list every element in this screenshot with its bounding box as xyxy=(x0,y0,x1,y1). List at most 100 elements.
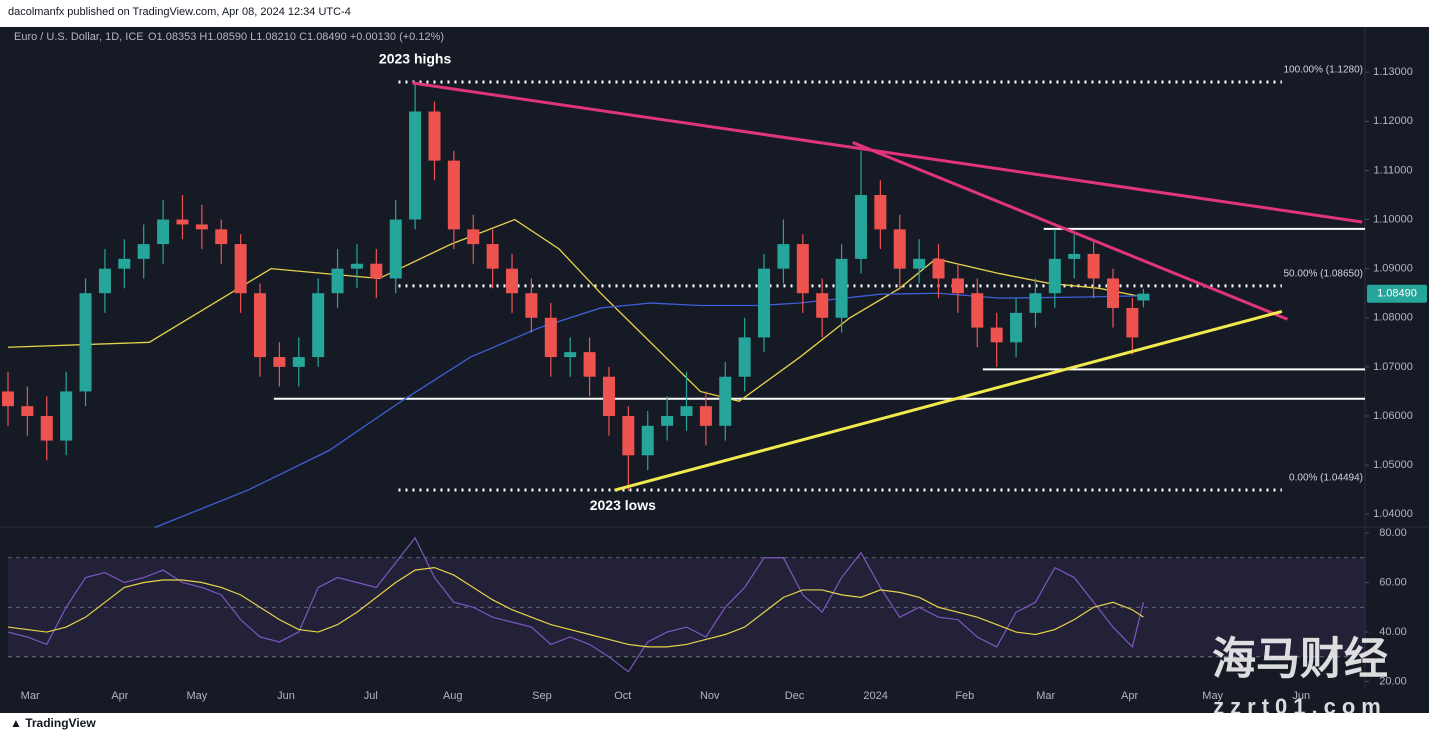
level-label: 0.00% (1.04494) xyxy=(1289,473,1363,484)
candle-body xyxy=(854,194,867,259)
candle-body xyxy=(195,224,208,230)
moving-average xyxy=(154,292,1150,529)
candle-body xyxy=(118,258,131,269)
y-tick-label: 40.00 xyxy=(1379,626,1407,638)
candle-body xyxy=(1048,258,1061,294)
candle-body xyxy=(215,229,228,245)
trendline xyxy=(412,81,1363,224)
candle-body xyxy=(486,244,499,269)
candle-body xyxy=(331,268,344,294)
candle-body xyxy=(79,293,92,392)
y-tick-label: 1.11000 xyxy=(1374,164,1413,176)
candle-body xyxy=(602,376,615,417)
y-tick-label: 1.10000 xyxy=(1373,213,1413,225)
candle-body xyxy=(680,406,693,417)
x-tick-label: Nov xyxy=(700,690,720,702)
x-tick-label: Mar xyxy=(21,690,40,702)
candle-body xyxy=(292,357,305,367)
y-tick-label: 80.00 xyxy=(1379,527,1407,539)
candle-body xyxy=(719,376,732,426)
level-label: 100.00% (1.1280) xyxy=(1283,65,1363,76)
y-tick-label: 1.06000 xyxy=(1373,410,1413,422)
annotation: 2023 highs xyxy=(379,51,452,67)
candle-body xyxy=(583,352,596,377)
x-tick-label: 2024 xyxy=(863,690,887,702)
x-tick-label: Jun xyxy=(277,690,295,702)
candle-body xyxy=(913,258,926,269)
candle-body xyxy=(641,425,654,456)
candle-body xyxy=(1087,253,1100,279)
x-tick-label: Feb xyxy=(955,690,974,702)
y-tick-label: 1.07000 xyxy=(1373,361,1413,373)
candle-body xyxy=(60,391,73,441)
candle-body xyxy=(544,317,557,358)
candle-body xyxy=(971,293,984,328)
candle-body xyxy=(874,194,887,230)
candle-body xyxy=(428,111,441,161)
candle-body xyxy=(699,406,712,426)
brand-text: TradingView xyxy=(25,716,96,730)
chart: Euro / U.S. Dollar, 1D, ICE O1.08353 H1.… xyxy=(0,27,1429,713)
candle-body xyxy=(40,416,53,441)
rsi-line xyxy=(7,536,1145,673)
last-price-label: 1.08490 xyxy=(1377,288,1417,300)
x-tick-label: Oct xyxy=(614,690,631,702)
brand: ▲ TradingView xyxy=(10,716,96,730)
watermark-site: zzrt01.com xyxy=(1213,694,1387,713)
candle-body xyxy=(622,416,635,456)
candle-body xyxy=(273,357,286,367)
y-tick-label: 1.05000 xyxy=(1373,459,1413,471)
candle-body xyxy=(389,219,402,279)
candle-body xyxy=(1010,312,1023,343)
x-tick-label: May xyxy=(1202,690,1223,702)
candle-body xyxy=(738,337,751,377)
x-tick-label: Jun xyxy=(1292,690,1310,702)
candle-body xyxy=(758,268,771,338)
candle-body xyxy=(506,268,519,294)
candle-body xyxy=(1029,293,1042,313)
y-tick-label: 60.00 xyxy=(1379,576,1407,588)
candle-body xyxy=(21,406,34,417)
candle-body xyxy=(1106,278,1119,308)
y-tick-label: 1.09000 xyxy=(1373,263,1413,275)
candle-body xyxy=(137,244,150,259)
level-label: 50.00% (1.08650) xyxy=(1283,268,1363,279)
candle-body xyxy=(1126,307,1139,338)
candle-body xyxy=(816,293,829,318)
candle-body xyxy=(835,258,848,318)
y-tick-label: 1.04000 xyxy=(1373,508,1413,520)
candle-body xyxy=(176,219,189,225)
candle-body xyxy=(1137,293,1150,301)
candle-body xyxy=(564,352,577,358)
candle-body xyxy=(893,229,906,269)
x-tick-label: Aug xyxy=(443,690,463,702)
trendline xyxy=(852,141,1289,321)
x-tick-label: Apr xyxy=(1121,690,1138,702)
candle-body xyxy=(1068,253,1081,259)
candle-body xyxy=(467,229,480,245)
x-tick-label: May xyxy=(186,690,207,702)
candle-body xyxy=(951,278,964,294)
trendline xyxy=(614,309,1283,492)
published-line: dacolmanfx published on TradingView.com,… xyxy=(8,6,351,18)
last-price-box xyxy=(1367,284,1427,303)
candle-body xyxy=(777,244,790,269)
y-tick-label: 20.00 xyxy=(1379,675,1407,687)
x-tick-label: Dec xyxy=(785,690,805,702)
x-tick-label: Jul xyxy=(364,690,378,702)
x-tick-label: Mar xyxy=(1036,690,1055,702)
candle-body xyxy=(447,160,460,230)
candle-body xyxy=(661,416,674,426)
y-tick-label: 1.12000 xyxy=(1373,115,1413,127)
candle-body xyxy=(98,268,111,294)
candle-body xyxy=(932,258,945,279)
ohlc: O1.08353 H1.08590 L1.08210 C1.08490 +0.0… xyxy=(148,31,444,43)
watermark-title: 海马财经 xyxy=(1212,635,1388,684)
x-tick-label: Apr xyxy=(111,690,128,702)
candle-body xyxy=(254,293,267,358)
candle-body xyxy=(350,263,363,269)
candle-body xyxy=(157,219,170,245)
candle-body xyxy=(990,327,1003,343)
y-tick-label: 1.08000 xyxy=(1373,312,1413,324)
